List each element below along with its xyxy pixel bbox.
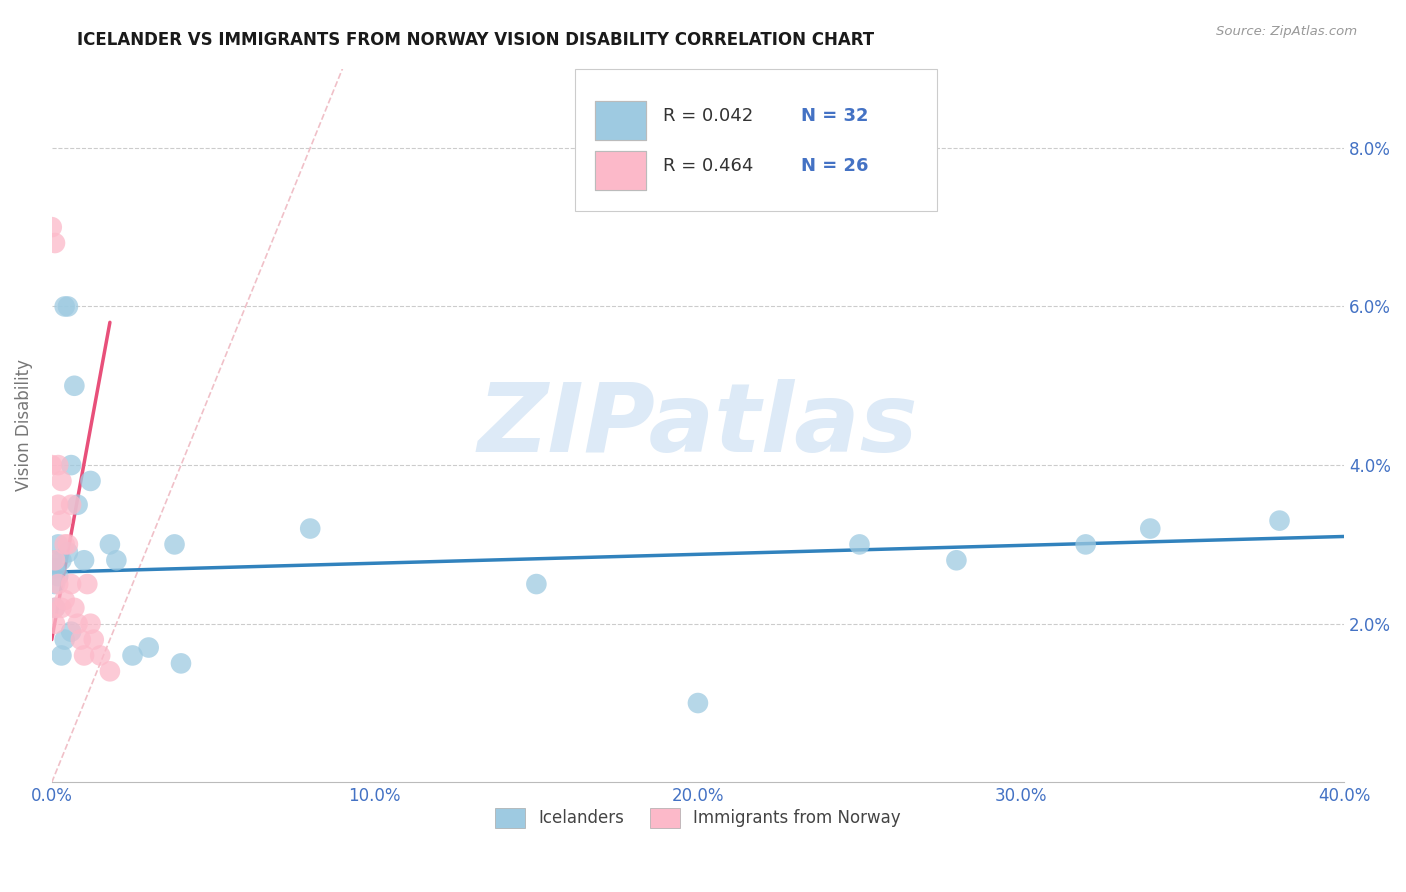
Text: ICELANDER VS IMMIGRANTS FROM NORWAY VISION DISABILITY CORRELATION CHART: ICELANDER VS IMMIGRANTS FROM NORWAY VISI… [77, 31, 875, 49]
Point [63, 378, 86, 392]
Point [44, 553, 66, 567]
Point [170, 657, 193, 671]
Point [53, 537, 76, 551]
Point [60, 498, 83, 512]
Point [686, 696, 709, 710]
Point [44, 235, 66, 250]
Point [51, 600, 73, 615]
Point [98, 537, 121, 551]
Point [121, 648, 143, 663]
Point [1268, 514, 1291, 528]
Point [89, 648, 111, 663]
Text: N = 26: N = 26 [801, 157, 869, 176]
Point [1139, 522, 1161, 536]
Point [848, 537, 870, 551]
Point [526, 577, 548, 591]
Point [1074, 537, 1097, 551]
Text: R = 0.464: R = 0.464 [664, 157, 754, 176]
Point [79, 474, 101, 488]
Point [66, 616, 89, 631]
Point [46, 498, 69, 512]
Text: ZIPatlas: ZIPatlas [478, 379, 918, 472]
Point [51, 514, 73, 528]
Point [98, 665, 121, 679]
Point [60, 624, 83, 639]
Point [44, 577, 66, 591]
Point [66, 498, 89, 512]
Text: N = 32: N = 32 [801, 107, 869, 126]
FancyBboxPatch shape [595, 151, 647, 190]
Point [56, 300, 79, 314]
Y-axis label: Vision Disability: Vision Disability [15, 359, 32, 491]
Point [41, 458, 63, 472]
Point [53, 300, 76, 314]
Point [76, 577, 98, 591]
Point [299, 522, 322, 536]
Point [44, 600, 66, 615]
Point [46, 537, 69, 551]
Point [46, 569, 69, 583]
Point [44, 616, 66, 631]
Point [945, 553, 967, 567]
Point [51, 474, 73, 488]
Point [79, 616, 101, 631]
Point [163, 537, 186, 551]
Point [63, 600, 86, 615]
Point [56, 537, 79, 551]
Point [46, 458, 69, 472]
Point [56, 545, 79, 559]
Point [83, 632, 105, 647]
Point [51, 553, 73, 567]
Point [138, 640, 160, 655]
Text: Source: ZipAtlas.com: Source: ZipAtlas.com [1216, 25, 1357, 38]
Point [73, 648, 96, 663]
Point [41, 220, 63, 235]
Point [44, 600, 66, 615]
Point [60, 577, 83, 591]
Point [105, 553, 128, 567]
Legend: Icelanders, Immigrants from Norway: Icelanders, Immigrants from Norway [489, 801, 907, 835]
Point [46, 577, 69, 591]
Text: R = 0.042: R = 0.042 [664, 107, 754, 126]
Point [53, 632, 76, 647]
Point [41, 553, 63, 567]
Point [44, 561, 66, 575]
FancyBboxPatch shape [595, 101, 647, 140]
Point [73, 553, 96, 567]
Point [51, 648, 73, 663]
Point [69, 632, 91, 647]
FancyBboxPatch shape [575, 69, 936, 211]
Point [53, 593, 76, 607]
Point [60, 458, 83, 472]
